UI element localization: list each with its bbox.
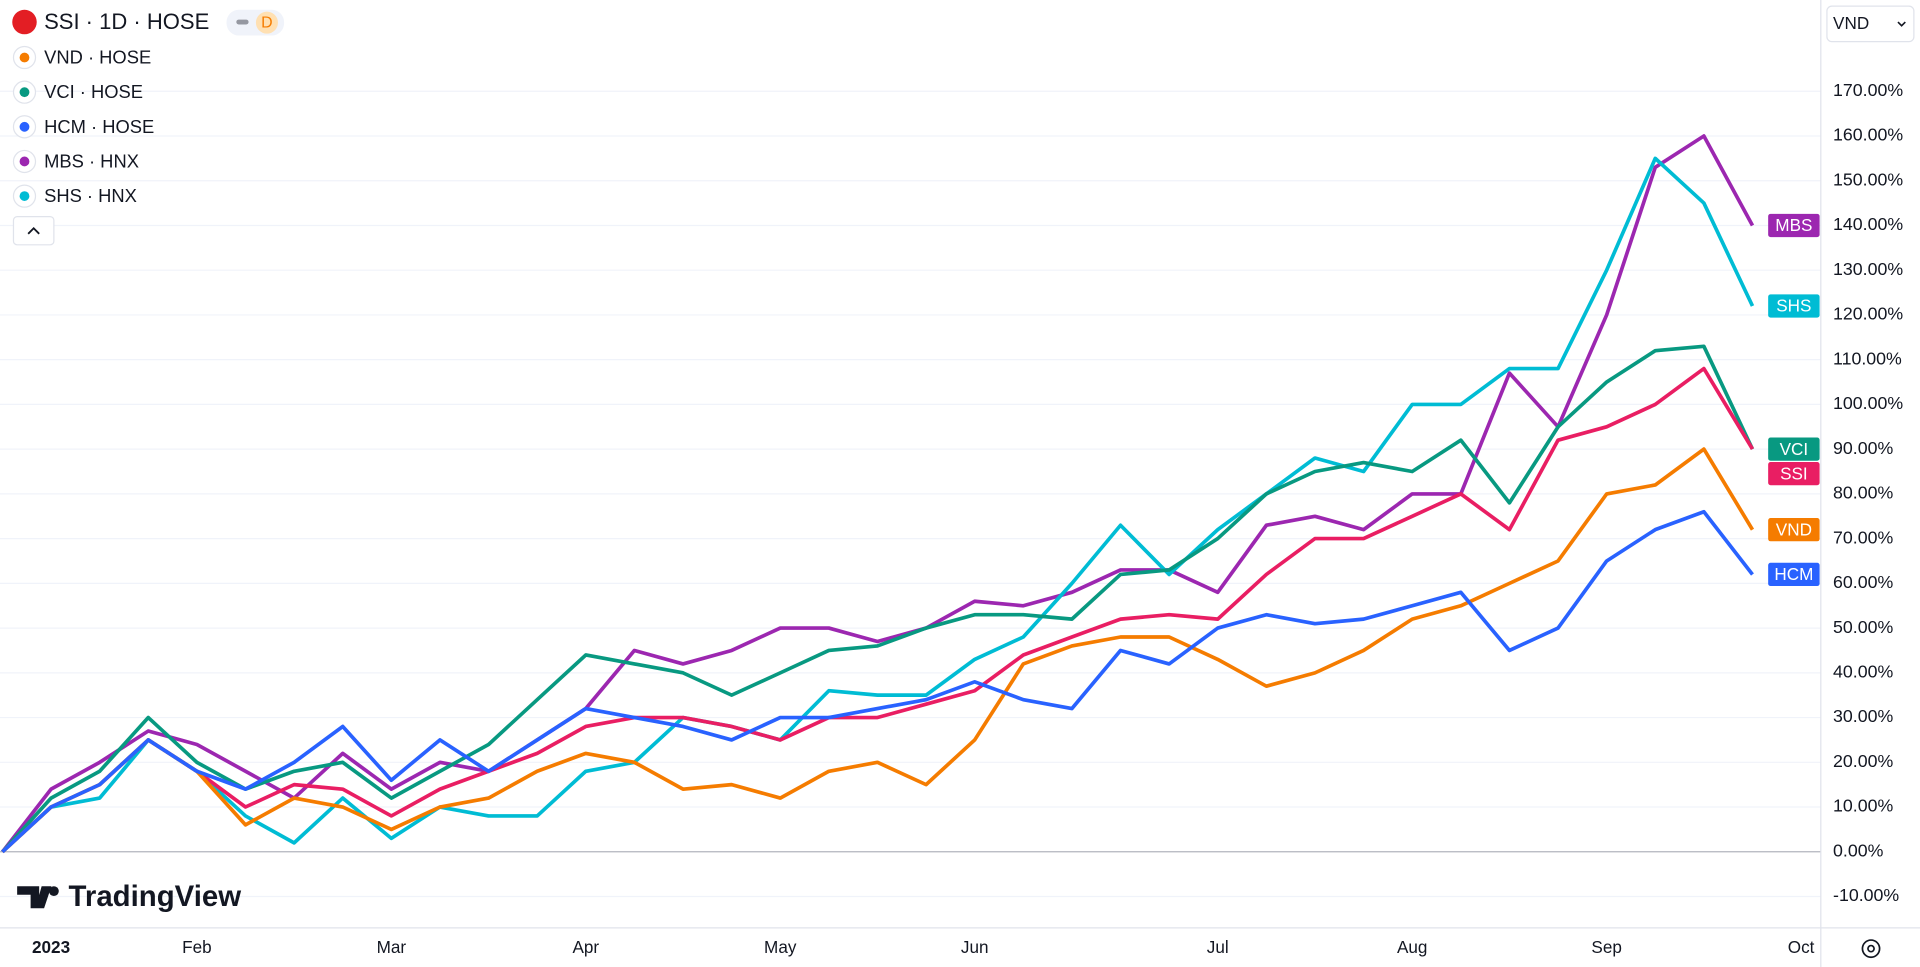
series-tag-label: VCI xyxy=(1780,439,1809,459)
y-tick-label: 10.00% xyxy=(1833,796,1893,816)
legend-icon-dot xyxy=(19,121,30,132)
series-tag xyxy=(1768,562,1820,587)
x-tick-label: Aug xyxy=(1397,937,1427,957)
x-tick-label: May xyxy=(764,937,797,957)
x-tick-label: Mar xyxy=(377,937,407,957)
series-tag xyxy=(1768,213,1820,238)
series-line xyxy=(1,344,1755,854)
settings-ring xyxy=(1861,939,1881,959)
watermark-logo-dot xyxy=(48,886,59,897)
watermark-logo xyxy=(17,886,52,909)
series-tag-label: HCM xyxy=(1774,564,1813,584)
y-tick-label: 20.00% xyxy=(1833,751,1893,771)
series-tag xyxy=(1768,294,1820,318)
legend: VND · HOSE VCI · HOSE HCM · HOSE MBS · HNX S… xyxy=(12,45,154,208)
x-tick-label: Jun xyxy=(961,937,989,957)
collapse-icon xyxy=(27,226,40,235)
watermark: TradingView xyxy=(17,880,241,913)
series-tags: MBS SHS VCI SSI VND HCM xyxy=(1768,213,1820,587)
series-tag xyxy=(1768,461,1820,486)
y-tick-label: 60.00% xyxy=(1833,572,1893,592)
y-tick-label: 120.00% xyxy=(1833,304,1903,324)
chart-title[interactable]: SSI · 1D · HOSE xyxy=(44,9,209,34)
y-tick-label: 70.00% xyxy=(1833,527,1893,547)
x-tick-label: 2023 xyxy=(32,937,70,957)
series-line xyxy=(1,447,1755,854)
x-tick-label: Oct xyxy=(1788,937,1815,957)
series-tag-label: VND xyxy=(1776,519,1812,539)
watermark-text: TradingView xyxy=(69,880,242,913)
series-line xyxy=(1,156,1755,854)
y-tick-label: 160.00% xyxy=(1833,125,1903,145)
series-line xyxy=(1,509,1754,854)
settings-core xyxy=(1867,944,1875,953)
y-tick-label: -10.00% xyxy=(1833,885,1899,905)
symbol-icon xyxy=(12,9,37,35)
y-tick-label: 110.00% xyxy=(1833,348,1902,368)
legend-label[interactable]: MBS · HNX xyxy=(44,151,139,172)
settings-icon[interactable] xyxy=(1861,939,1881,959)
y-tick-label: 30.00% xyxy=(1833,706,1893,726)
badge-dash xyxy=(236,19,249,25)
series-tag-label: MBS xyxy=(1775,215,1812,235)
interval-label: D xyxy=(261,14,273,31)
y-tick-label: 90.00% xyxy=(1833,438,1893,458)
y-tick-label: 40.00% xyxy=(1833,662,1893,682)
badge-dot xyxy=(255,11,278,34)
lines xyxy=(0,134,1755,854)
currency-label: VND xyxy=(1833,13,1869,33)
legend-label[interactable]: VCI · HOSE xyxy=(44,81,143,102)
y-tick-label: 130.00% xyxy=(1833,259,1903,279)
series-tag-label: SSI xyxy=(1780,463,1808,483)
legend-label[interactable]: VND · HOSE xyxy=(44,47,151,68)
series-tag-label: SHS xyxy=(1776,296,1811,316)
x-tick-label: Jul xyxy=(1207,937,1229,957)
legend-icon-dot xyxy=(19,156,30,167)
y-tick-label: 100.00% xyxy=(1833,393,1903,413)
y-tick-label: 150.00% xyxy=(1833,169,1903,189)
collapse-button[interactable] xyxy=(12,216,55,246)
legend-icon-dot xyxy=(19,87,30,98)
y-axis: -10.00% 0.00% 10.00% 20.00% 30.00% 40.00% 50.0… xyxy=(1833,80,1903,905)
y-tick-label: 0.00% xyxy=(1833,840,1884,860)
x-tick-label: Apr xyxy=(572,937,599,957)
legend-label[interactable]: HCM · HOSE xyxy=(44,116,154,137)
series-tag xyxy=(1768,518,1820,542)
currency-dropdown[interactable] xyxy=(1826,5,1915,43)
x-axis: 2023 Feb Mar Apr May Jun Jul Aug Sep Oct xyxy=(32,937,1815,957)
header: SSI · 1D · HOSE D VND xyxy=(12,5,1915,43)
legend-label[interactable]: SHS · HNX xyxy=(44,185,137,206)
y-tick-label: 170.00% xyxy=(1833,80,1903,100)
grid xyxy=(0,90,1821,898)
dropdown-chevron xyxy=(1897,21,1906,27)
x-tick-label: Sep xyxy=(1591,937,1621,957)
y-tick-label: 50.00% xyxy=(1833,617,1893,637)
series-tag xyxy=(1768,437,1820,461)
series-line xyxy=(1,366,1755,854)
x-tick-label: Feb xyxy=(182,937,212,957)
legend-icon-dot xyxy=(19,52,30,63)
legend-icon-dot xyxy=(19,191,30,201)
y-tick-label: 80.00% xyxy=(1833,483,1893,503)
y-tick-label: 140.00% xyxy=(1833,214,1903,234)
